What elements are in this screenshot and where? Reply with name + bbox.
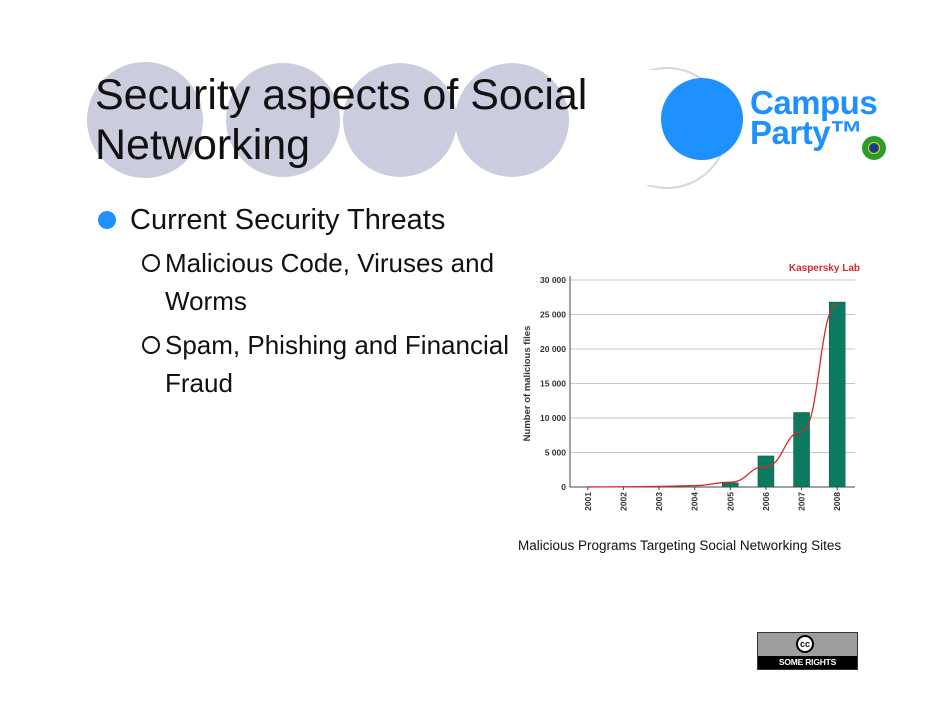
x-tick-label: 2007 <box>797 492 807 511</box>
subbullet-ring-icon <box>142 254 160 272</box>
malware-chart: Kaspersky Lab 0 5 000 10 000 15 000 20 000 25 … <box>522 263 860 511</box>
bar <box>828 301 846 488</box>
y-tick-label: 25 000 <box>540 310 566 320</box>
x-tick-label: 2008 <box>832 492 842 511</box>
bar <box>722 482 739 488</box>
subbullet-text: Spam, Phishing and Financial Fraud <box>165 330 509 398</box>
y-tick-label: 5 000 <box>545 448 567 458</box>
trend-line <box>587 303 838 488</box>
subbullet-item: Malicious Code, Viruses and Worms <box>98 244 518 320</box>
bar <box>793 412 810 488</box>
campus-party-logo: Campus Party™ <box>750 84 878 151</box>
x-tick-label: 2005 <box>725 492 735 511</box>
logo-line-2: Party™ <box>750 114 863 151</box>
cc-icon: cc <box>796 635 814 653</box>
y-tick-label: 10 000 <box>540 413 566 423</box>
campus-party-logo-circle <box>661 78 743 160</box>
y-axis-label: Number of malicious files <box>522 326 533 442</box>
bullet-list: Current Security Threats Malicious Code,… <box>98 202 518 402</box>
logo-line-1: Campus <box>750 84 878 121</box>
x-tick-label: 2003 <box>654 492 664 511</box>
x-tick-label: 2006 <box>761 492 771 511</box>
creative-commons-badge[interactable]: cc SOME RIGHTS RESERVED <box>757 632 858 680</box>
chart-caption: Malicious Programs Targeting Social Netw… <box>518 538 842 553</box>
license-text: SOME RIGHTS RESERVED <box>758 656 857 680</box>
chart-brand-label: Kaspersky Lab <box>789 263 860 274</box>
bullet-dot-icon <box>98 211 116 229</box>
y-tick-label: 20 000 <box>540 344 566 354</box>
subbullet-ring-icon <box>142 336 160 354</box>
bullet-item: Current Security Threats <box>98 202 518 238</box>
x-tick-label: 2002 <box>618 492 628 511</box>
y-tick-label: 15 000 <box>540 379 566 389</box>
brazil-flag-icon <box>862 136 886 160</box>
y-tick-label: 0 <box>561 482 566 492</box>
bullet-text: Current Security Threats <box>130 204 446 236</box>
bar <box>757 455 775 488</box>
subbullet-text: Malicious Code, Viruses and Worms <box>165 248 495 316</box>
y-tick-label: 30 000 <box>540 275 566 285</box>
x-tick-label: 2004 <box>690 492 700 511</box>
slide-title: Security aspects of Social Networking <box>95 71 588 169</box>
x-tick-label: 2001 <box>583 492 593 511</box>
subbullet-item: Spam, Phishing and Financial Fraud <box>98 326 518 402</box>
